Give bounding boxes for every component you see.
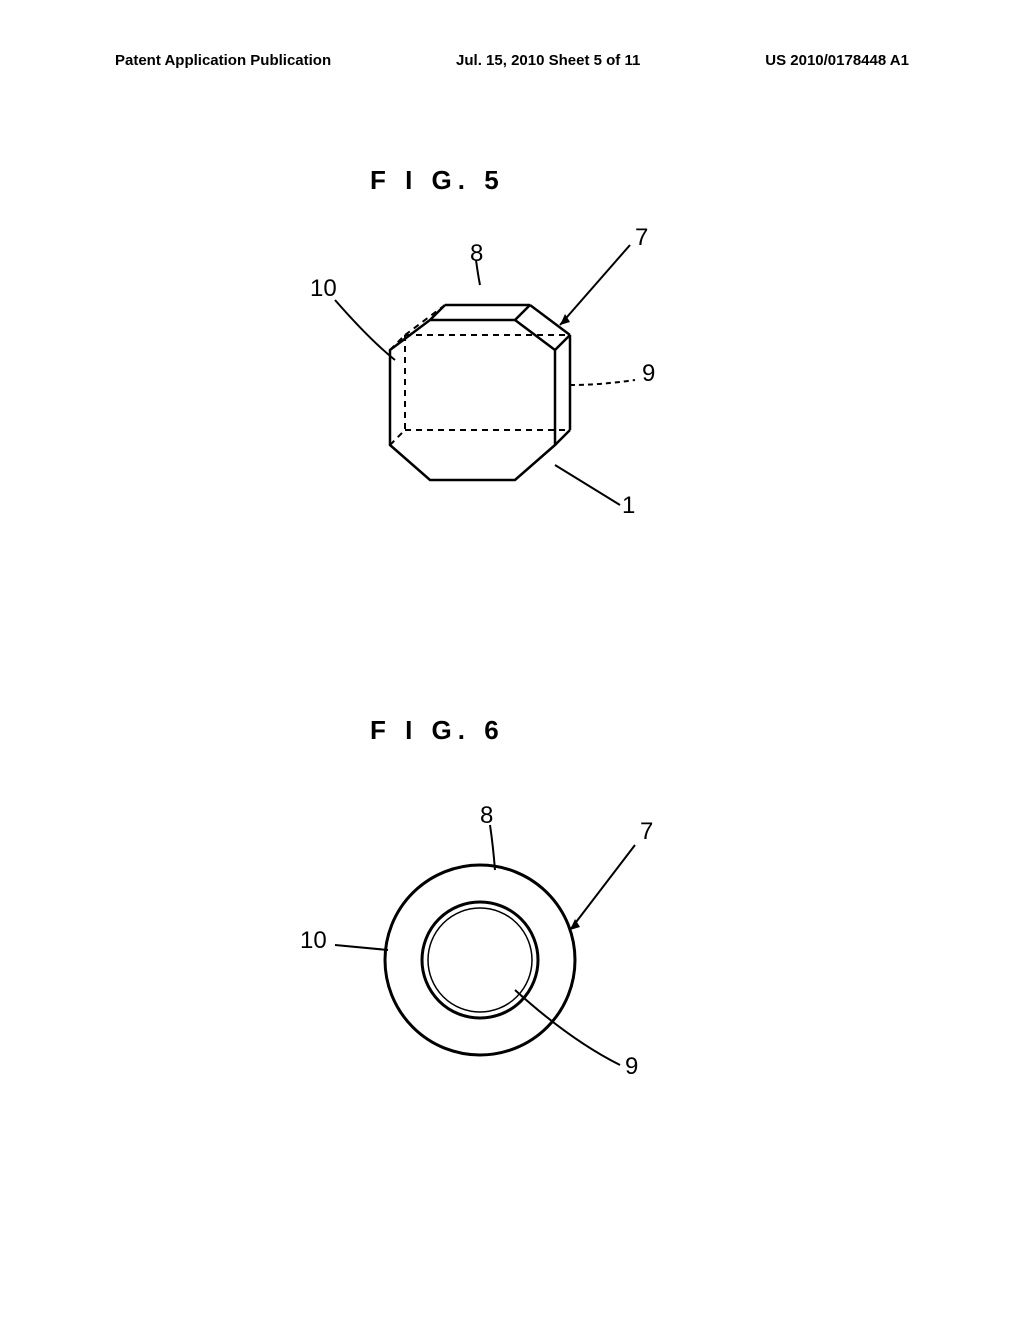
header-left: Patent Application Publication (115, 52, 331, 69)
fig6-label-10: 10 (300, 927, 327, 955)
page-header: Patent Application Publication Jul. 15, … (0, 52, 1024, 69)
header-right: US 2010/0178448 A1 (765, 52, 909, 69)
fig6-title: F I G. 6 (370, 715, 505, 746)
fig5-svg (280, 230, 740, 580)
fig5-label-10: 10 (310, 275, 337, 303)
fig6-label-9: 9 (625, 1053, 638, 1081)
fig5-label-7: 7 (635, 224, 648, 252)
fig5-title: F I G. 5 (370, 165, 505, 196)
fig6-diagram: 8 7 10 9 (280, 790, 740, 1110)
header-center: Jul. 15, 2010 Sheet 5 of 11 (456, 52, 640, 69)
fig5-label-8: 8 (470, 240, 483, 268)
fig6-label-7: 7 (640, 818, 653, 846)
fig5-diagram: 8 7 10 9 1 (280, 230, 740, 580)
fig5-label-9: 9 (642, 360, 655, 388)
fig5-label-1: 1 (622, 492, 635, 520)
fig6-svg (280, 790, 740, 1110)
fig6-label-8: 8 (480, 802, 493, 830)
